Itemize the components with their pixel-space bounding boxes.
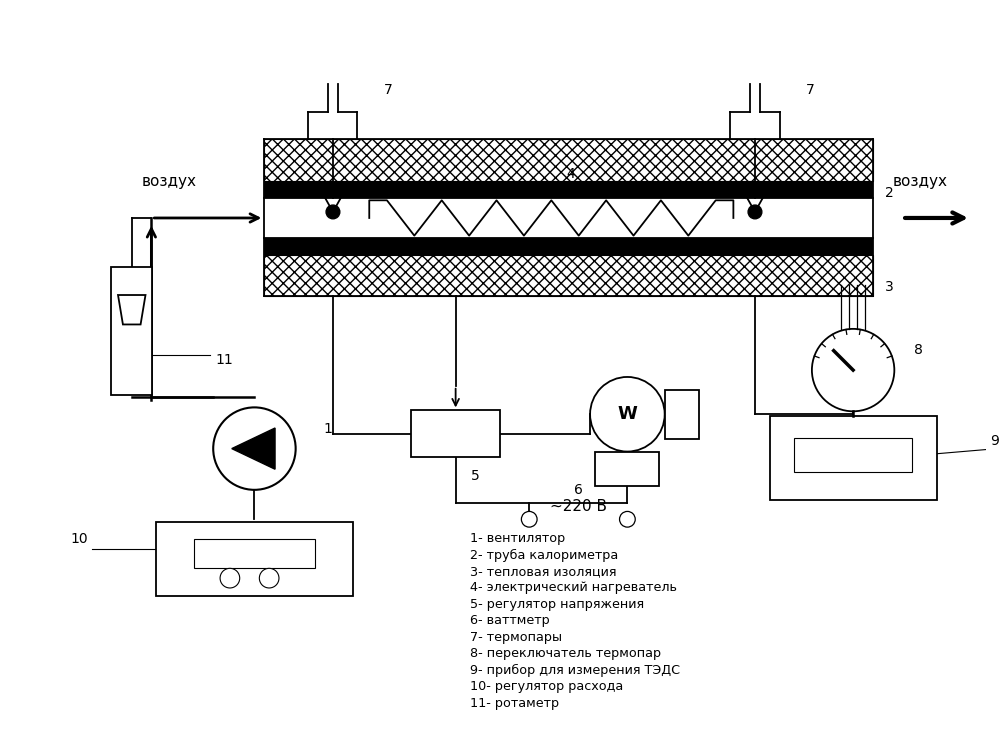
Bar <box>264 238 873 255</box>
Text: 4: 4 <box>567 166 575 181</box>
Text: 7- термопары: 7- термопары <box>470 631 562 644</box>
Polygon shape <box>232 428 275 470</box>
Text: 6- ваттметр: 6- ваттметр <box>470 614 550 628</box>
Text: 4- электрический нагреватель: 4- электрический нагреватель <box>470 581 677 595</box>
Text: воздух: воздух <box>892 173 947 188</box>
Bar <box>770 416 937 500</box>
Text: 6: 6 <box>574 483 583 497</box>
Circle shape <box>590 377 665 452</box>
Text: 9- прибор для измерения ТЭДС: 9- прибор для измерения ТЭДС <box>470 664 680 677</box>
Text: T2: T2 <box>746 243 764 257</box>
Bar <box>665 390 699 439</box>
Circle shape <box>812 328 894 411</box>
Bar <box>264 181 873 198</box>
Text: 1- вентилятор: 1- вентилятор <box>470 532 566 545</box>
Text: ~220 В: ~220 В <box>550 500 607 514</box>
Bar <box>794 438 912 472</box>
Bar <box>264 198 873 238</box>
Bar <box>264 255 873 296</box>
Text: 10: 10 <box>70 532 88 547</box>
Text: 3- тепловая изоляция: 3- тепловая изоляция <box>470 565 617 578</box>
Bar <box>111 267 152 394</box>
Circle shape <box>213 407 296 490</box>
Text: 2- труба калориметра: 2- труба калориметра <box>470 548 619 562</box>
Text: 11: 11 <box>215 353 233 368</box>
Circle shape <box>748 205 762 219</box>
Text: 3: 3 <box>885 280 893 294</box>
Bar <box>595 452 659 486</box>
Text: 1: 1 <box>323 422 332 436</box>
Text: T1: T1 <box>324 243 342 257</box>
Circle shape <box>220 568 240 588</box>
Text: 8- переключатель термопар: 8- переключатель термопар <box>470 647 661 661</box>
Bar <box>411 410 500 458</box>
Text: 2: 2 <box>885 187 893 200</box>
Circle shape <box>259 568 279 588</box>
Text: 11- ротаметр: 11- ротаметр <box>470 697 559 710</box>
Bar <box>156 522 353 596</box>
Text: 9: 9 <box>991 434 999 448</box>
Text: 5- регулятор напряжения: 5- регулятор напряжения <box>470 598 644 611</box>
Text: 8: 8 <box>914 344 923 358</box>
Circle shape <box>620 512 635 527</box>
Circle shape <box>326 205 340 219</box>
Circle shape <box>521 512 537 527</box>
Text: воздух: воздух <box>142 173 197 188</box>
Polygon shape <box>118 295 145 325</box>
Text: 7: 7 <box>806 83 815 98</box>
Text: W: W <box>617 405 637 423</box>
Text: 10- регулятор расхода: 10- регулятор расхода <box>470 680 624 694</box>
Bar <box>264 140 873 181</box>
Text: 7: 7 <box>384 83 393 98</box>
Text: 5: 5 <box>471 470 480 483</box>
Bar <box>194 539 315 568</box>
